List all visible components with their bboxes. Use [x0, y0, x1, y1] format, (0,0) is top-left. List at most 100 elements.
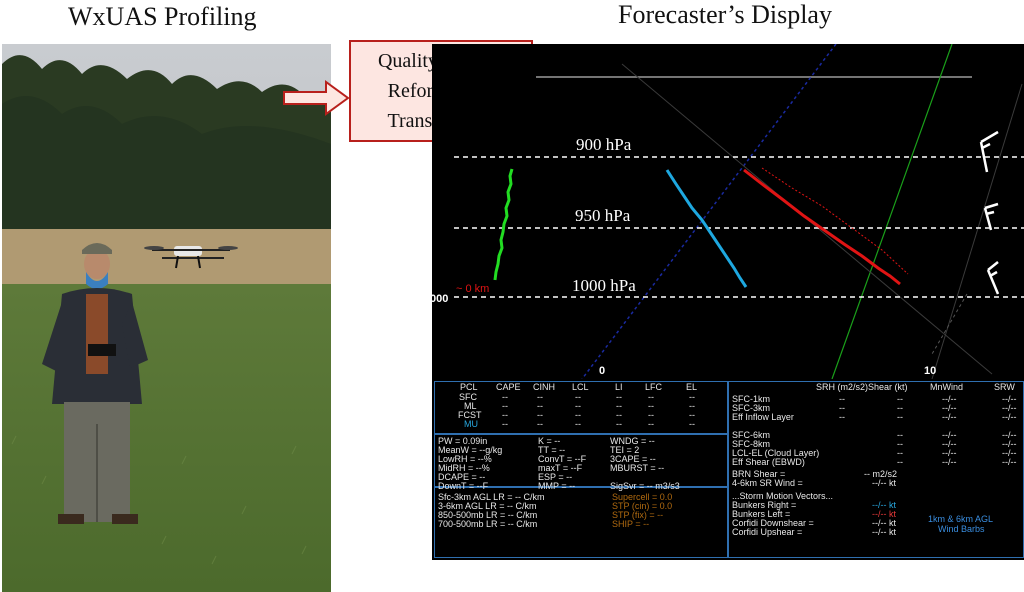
kin-shear-value: -- [897, 448, 903, 458]
parcel-value: -- [616, 401, 622, 411]
kin-shear-value: -- [897, 412, 903, 422]
thermo-table-box [434, 381, 728, 434]
kin-mnwind-value: --/-- [942, 394, 957, 404]
kin-mnwind-value: --/-- [942, 403, 957, 413]
skewt-diagram: 900 hPa 950 hPa 1000 hPa ~ 0 km 000 0 10 [432, 44, 1024, 379]
parcel-name-sfc: SFC [459, 392, 477, 402]
parcel-value: -- [648, 392, 654, 402]
composite-index-item: STP (cin) = 0.0 [612, 501, 673, 511]
kin-header-srw: SRW [994, 382, 1015, 392]
kin-row-name: Eff Shear (EBWD) [732, 457, 805, 467]
index-item: PW = 0.09in [438, 436, 488, 446]
thermo-header-cape: CAPE [496, 382, 521, 392]
kin-mnwind-value: --/-- [942, 457, 957, 467]
parcel-value: -- [502, 401, 508, 411]
parcel-value: -- [689, 392, 695, 402]
isotherm-blue-line [581, 44, 837, 379]
parcel-name-mu: MU [464, 419, 478, 429]
dewpoint-trace [665, 169, 748, 288]
parcel-value: -- [575, 410, 581, 420]
wind-barb-1000-icon [986, 261, 1000, 295]
index-item: MeanW = --g/kg [438, 445, 503, 455]
parcel-value: -- [689, 419, 695, 429]
kin-shear-value: -- [897, 430, 903, 440]
motion-row-value: --/-- kt [872, 518, 896, 528]
storm-motion-header: ...Storm Motion Vectors... [732, 491, 834, 501]
parcel-value: -- [689, 410, 695, 420]
parcel-value: -- [616, 392, 622, 402]
composite-index-item: SHIP = -- [612, 519, 650, 529]
sr-wind-label: 4-6km SR Wind = [732, 478, 803, 488]
operator-figure [42, 243, 148, 524]
wind-barb-note-line1: 1km & 6km AGL [928, 514, 994, 524]
motion-row-name: Bunkers Right = [732, 500, 797, 510]
wind-barb-note-line2: Wind Barbs [938, 524, 985, 534]
lapse-rate-item: 850-500mb LR = -- C/km [438, 510, 538, 520]
kin-srw-value: --/-- [1002, 439, 1017, 449]
kin-header-mnwind: MnWind [930, 382, 964, 392]
indices-box [434, 434, 728, 487]
index-item: MidRH = --% [438, 463, 490, 473]
x-tick-0: 0 [599, 365, 605, 377]
index-item: DCAPE = -- [438, 472, 486, 482]
label-1000-hpa: 1000 hPa [572, 276, 636, 295]
parcel-value: -- [648, 401, 654, 411]
isotherm-green-line [831, 44, 953, 379]
temperature-dashed-trace [761, 167, 909, 275]
kin-row-name: SFC-6km [732, 430, 770, 440]
temperature-trace [743, 168, 901, 286]
parcel-value: -- [537, 392, 543, 402]
index-item: TEI = 2 [610, 445, 640, 455]
motion-row-name: Corfidi Upshear = [732, 527, 803, 537]
parcel-value: -- [502, 410, 508, 420]
wind-barb-950-icon [983, 202, 999, 231]
wind-barb-900-icon [979, 130, 999, 173]
kin-row-name: SFC-8km [732, 439, 770, 449]
drone-icon [144, 246, 238, 269]
indices-panel: PCL CAPE CINH LCL LI LFC EL SRH (m2/s2) … [432, 379, 1024, 560]
kin-row-name: SFC-3km [732, 403, 770, 413]
kin-srh-value: -- [839, 394, 845, 404]
mixing-ratio-line [931, 293, 968, 355]
lapse-rate-item: 700-500mb LR = -- C/km [438, 519, 538, 529]
index-item: WNDG = -- [610, 436, 655, 446]
kin-srw-value: --/-- [1002, 412, 1017, 422]
motion-row-name: Corfidi Downshear = [732, 518, 814, 528]
kin-shear-value: -- [897, 439, 903, 449]
moist-adiabat-line [931, 83, 1023, 379]
label-950-hpa: 950 hPa [575, 206, 631, 225]
motion-row-value: --/-- kt [872, 500, 896, 510]
parcel-value: -- [689, 401, 695, 411]
kin-row-name: LCL-EL (Cloud Layer) [732, 448, 820, 458]
parcel-value: -- [575, 392, 581, 402]
kin-srw-value: --/-- [1002, 430, 1017, 440]
wetbulb-trace [493, 168, 514, 281]
parcel-value: -- [575, 419, 581, 429]
arrow-to-process-icon [283, 80, 350, 116]
thermo-header-el: EL [686, 382, 698, 392]
parcel-value: -- [575, 401, 581, 411]
kin-shear-value: -- [897, 394, 903, 404]
lapse-rate-item: Sfc-3km AGL LR = -- C/km [438, 492, 545, 502]
parcel-name-ml: ML [464, 401, 477, 411]
left-caption: WxUAS Profiling [68, 2, 257, 31]
index-item: SigSvr = -- m3/s3 [610, 481, 680, 491]
parcel-value: -- [648, 410, 654, 420]
kin-shear-value: -- [897, 403, 903, 413]
thermo-header-cinh: CINH [533, 382, 555, 392]
kin-srw-value: --/-- [1002, 394, 1017, 404]
kin-shear-value: -- [897, 457, 903, 467]
thermo-header-pcl: PCL [460, 382, 478, 392]
kin-mnwind-value: --/-- [942, 448, 957, 458]
parcel-value: -- [537, 419, 543, 429]
composite-index-item: STP (fix) = -- [612, 510, 664, 520]
kin-header-srh: SRH (m2/s2) [816, 382, 869, 392]
composite-index-item: Supercell = 0.0 [612, 492, 673, 502]
parcel-value: -- [537, 401, 543, 411]
index-item: TT = -- [538, 445, 566, 455]
index-item: DownT = --F [438, 481, 489, 491]
right-caption: Forecaster’s Display [618, 0, 832, 29]
left-edge-label: 000 [432, 293, 448, 305]
kin-mnwind-value: --/-- [942, 439, 957, 449]
thermo-header-lfc: LFC [645, 382, 663, 392]
